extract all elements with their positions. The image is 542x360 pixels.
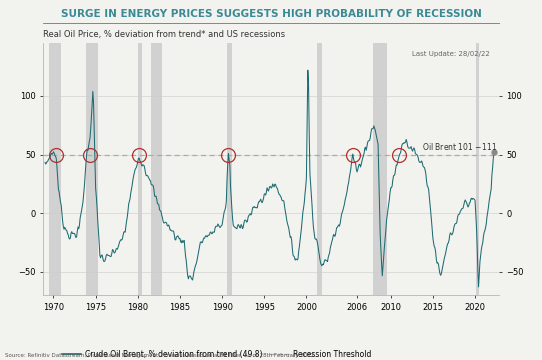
Text: SURGE IN ENERGY PRICES SUGGESTS HIGH PROBABILITY OF RECESSION: SURGE IN ENERGY PRICES SUGGESTS HIGH PRO…	[61, 9, 481, 19]
Bar	[476, 43, 479, 295]
Bar	[86, 43, 98, 295]
Bar	[227, 43, 232, 295]
Text: Source: Refinitiv Datastream, Pictet Asset Management. *trend is based on a HP f: Source: Refinitiv Datastream, Pictet Ass…	[5, 353, 317, 358]
Bar	[138, 43, 142, 295]
Bar	[151, 43, 162, 295]
Legend: Crude Oil Brent, % deviation from trend (49.8), Recession Threshold: Crude Oil Brent, % deviation from trend …	[59, 347, 374, 360]
Bar	[373, 43, 386, 295]
Text: Real Oil Price, % deviation from trend* and US recessions: Real Oil Price, % deviation from trend* …	[43, 31, 286, 40]
Bar	[49, 43, 61, 295]
Bar	[317, 43, 322, 295]
Text: Last Update: 28/02/22: Last Update: 28/02/22	[412, 51, 489, 57]
Text: Oil Brent $101-$111: Oil Brent $101-$111	[422, 141, 498, 152]
